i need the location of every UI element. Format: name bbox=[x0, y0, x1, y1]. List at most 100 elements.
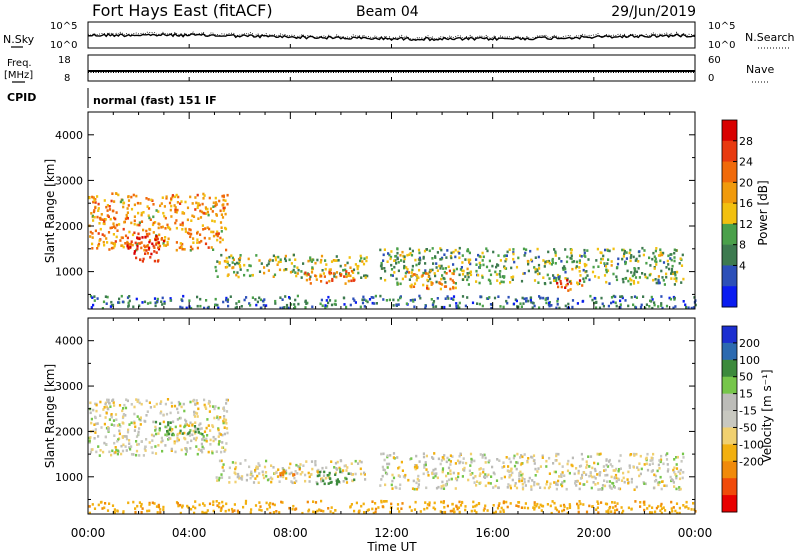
power-echo-cell bbox=[479, 295, 482, 299]
velocity-echo-cell bbox=[170, 401, 173, 405]
velocity-echo-cell bbox=[145, 399, 148, 403]
velocity-echo-cell bbox=[472, 505, 475, 509]
velocity-echo-cell bbox=[431, 472, 434, 475]
velocity-echo-cell bbox=[685, 505, 688, 508]
power-echo-cell bbox=[655, 281, 658, 285]
velocity-echo-cell bbox=[179, 402, 182, 406]
power-echo-cell bbox=[527, 261, 530, 265]
power-echo-cell bbox=[294, 305, 297, 309]
colorbar-swatch bbox=[722, 120, 737, 142]
velocity-echo-cell bbox=[93, 423, 96, 426]
power-echo-cell bbox=[157, 210, 160, 213]
power-echo-cell bbox=[634, 259, 637, 262]
velocity-echo-cell bbox=[417, 486, 420, 489]
velocity-echo-cell bbox=[651, 511, 654, 514]
power-echo-cell bbox=[328, 279, 331, 283]
velocity-echo-cell bbox=[635, 452, 638, 456]
power-echo-cell bbox=[133, 231, 136, 235]
velocity-echo-cell bbox=[415, 481, 418, 485]
velocity-echo-cell bbox=[670, 500, 673, 504]
power-echo-cell bbox=[91, 247, 94, 250]
power-echo-cell bbox=[132, 193, 135, 197]
velocity-echo-cell bbox=[177, 438, 180, 442]
velocity-echo-cell bbox=[615, 467, 618, 471]
power-echo-cell bbox=[390, 263, 393, 267]
power-echo-cell bbox=[334, 259, 337, 262]
power-echo-cell bbox=[461, 278, 464, 281]
power-echo-cell bbox=[170, 197, 173, 200]
velocity-echo-cell bbox=[194, 403, 197, 406]
velocity-echo-cell bbox=[532, 506, 535, 509]
velocity-echo-cell bbox=[414, 464, 417, 467]
power-echo-cell bbox=[230, 254, 233, 257]
power-echo-cell bbox=[445, 256, 448, 259]
velocity-echo-cell bbox=[543, 486, 546, 490]
power-echo-cell bbox=[475, 269, 478, 273]
power-echo-cell bbox=[495, 273, 498, 276]
power-echo-cell bbox=[424, 272, 428, 275]
power-echo-cell bbox=[110, 300, 113, 304]
velocity-echo-cell bbox=[358, 459, 361, 463]
power-echo-cell bbox=[139, 258, 142, 261]
velocity-echo-cell bbox=[293, 481, 296, 484]
power-echo-cell bbox=[403, 255, 406, 258]
power-echo-cell bbox=[502, 305, 505, 309]
velocity-echo-cell bbox=[440, 486, 443, 490]
power-echo-cell bbox=[321, 304, 324, 308]
velocity-echo-cell bbox=[249, 473, 252, 476]
power-echo-cell bbox=[672, 272, 675, 275]
power-echo-cell bbox=[93, 199, 96, 202]
power-echo-cell bbox=[174, 221, 177, 225]
power-echo-cell bbox=[182, 294, 185, 298]
velocity-echo-cell bbox=[212, 500, 215, 503]
velocity-echo-cell bbox=[579, 502, 582, 506]
power-echo-cell bbox=[458, 256, 461, 260]
power-echo-cell bbox=[153, 297, 157, 300]
power-echo-cell bbox=[424, 306, 427, 310]
power-echo-cell bbox=[612, 294, 615, 298]
velocity-echo-cell bbox=[639, 472, 642, 476]
velocity-echo-cell bbox=[121, 449, 125, 453]
velocity-echo-cell bbox=[191, 433, 194, 437]
power-echo-cell bbox=[144, 235, 147, 239]
power-echo-cell bbox=[682, 277, 685, 281]
velocity-echo-cell bbox=[523, 453, 526, 456]
power-echo-cell bbox=[259, 306, 262, 310]
velocity-echo-cell bbox=[637, 468, 640, 472]
velocity-echo-cell bbox=[336, 460, 339, 464]
velocity-echo-cell bbox=[679, 472, 682, 475]
velocity-echo-cell bbox=[322, 509, 325, 513]
velocity-echo-cell bbox=[652, 452, 655, 456]
velocity-echo-cell bbox=[498, 502, 501, 505]
power-echo-cell bbox=[184, 227, 187, 231]
velocity-echo-cell bbox=[221, 466, 224, 469]
velocity-echo-cell bbox=[385, 500, 388, 503]
velocity-echo-cell bbox=[140, 440, 143, 443]
power-echo-cell bbox=[96, 195, 99, 198]
velocity-echo-cell bbox=[593, 467, 597, 471]
power-echo-cell bbox=[460, 266, 463, 269]
power-echo-cell bbox=[588, 278, 591, 282]
velocity-echo-cell bbox=[477, 502, 481, 506]
velocity-echo-cell bbox=[496, 458, 499, 461]
power-echo-cell bbox=[151, 223, 155, 227]
velocity-echo-cell bbox=[660, 511, 663, 515]
colorbar-swatch bbox=[722, 161, 737, 183]
velocity-echo-cell bbox=[177, 504, 180, 508]
power-echo-cell bbox=[148, 232, 151, 236]
power-echo-cell bbox=[629, 282, 632, 286]
velocity-echo-cell bbox=[342, 469, 345, 472]
power-echo-cell bbox=[137, 242, 140, 245]
velocity-echo-cell bbox=[617, 478, 620, 482]
power-echo-cell bbox=[181, 211, 184, 214]
power-echo-cell bbox=[530, 300, 533, 304]
velocity-echo-cell bbox=[105, 443, 108, 446]
power-echo-cell bbox=[670, 277, 673, 280]
x-tick-label: 04:00 bbox=[172, 526, 207, 540]
velocity-echo-cell bbox=[115, 448, 118, 452]
velocity-echo-cell bbox=[110, 453, 113, 457]
velocity-echo-cell bbox=[432, 457, 435, 460]
power-echo-cell bbox=[452, 263, 455, 266]
velocity-echo-cell bbox=[295, 463, 298, 467]
colorbar-swatch bbox=[722, 359, 737, 378]
